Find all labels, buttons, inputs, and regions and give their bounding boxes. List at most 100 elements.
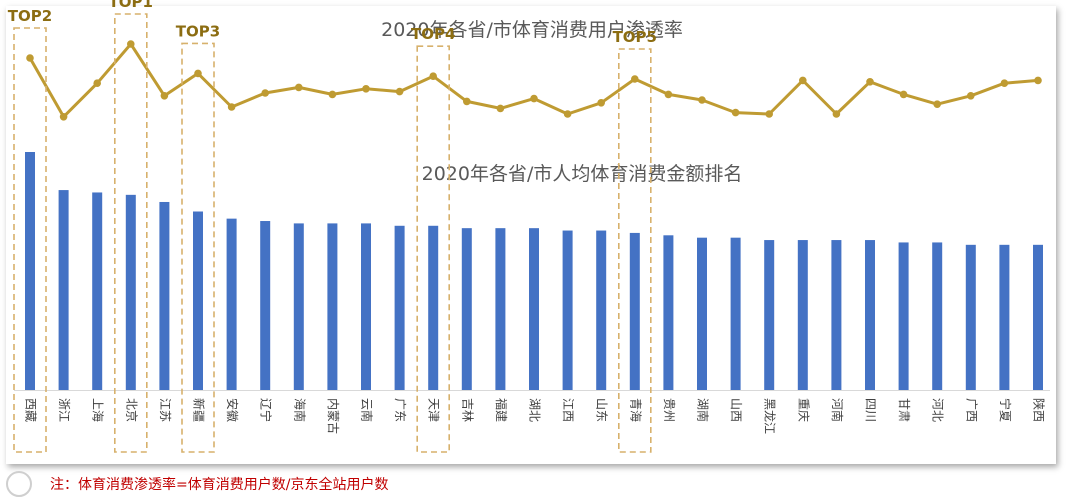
x-tick-label: 广西	[964, 398, 978, 422]
highlight-box-top5	[617, 48, 652, 453]
x-tick-label: 河北	[931, 398, 945, 422]
x-tick-label: 上海	[91, 398, 106, 422]
x-tick-label: 新疆	[192, 398, 207, 422]
line-point-甘肃	[899, 90, 908, 99]
line-point-新疆	[194, 69, 202, 78]
bar-湖南	[697, 237, 707, 390]
bar-广东	[394, 225, 405, 390]
top-label-top3: TOP3	[176, 22, 220, 40]
top-label-top5: TOP5	[613, 28, 657, 46]
footnote: 注：体育消费渗透率=体育消费用户数/京东全站用户数	[50, 477, 389, 493]
bar-江苏	[159, 201, 170, 390]
line-point-湖北	[530, 94, 538, 103]
line-point-山东	[597, 99, 605, 107]
x-tick-label: 内蒙古	[326, 398, 341, 434]
x-tick-label: 贵州	[662, 398, 676, 422]
bar-湖北	[529, 228, 539, 390]
line-point-河南	[832, 110, 841, 118]
bar-内蒙古	[327, 223, 338, 390]
x-tick-label: 湖北	[528, 398, 543, 422]
highlight-box-top1	[114, 13, 148, 453]
line-point-广东	[395, 87, 404, 96]
line-point-海南	[295, 83, 303, 92]
line-point-广西	[967, 92, 975, 100]
x-tick-label: 西藏	[24, 398, 38, 422]
highlight-box-top4	[416, 45, 451, 453]
bar-chart-title: 2020年各省/市人均体育消费金额排名	[422, 163, 743, 185]
top-label-top4: TOP4	[411, 25, 455, 43]
x-tick-label: 陕西	[1032, 398, 1047, 422]
bar-黑龙江	[764, 240, 775, 390]
x-tick-label: 宁夏	[998, 398, 1013, 422]
top-label-top2: TOP2	[8, 7, 52, 25]
bar-青海	[629, 232, 640, 390]
x-tick-label: 北京	[124, 398, 138, 422]
line-point-江苏	[160, 92, 169, 100]
line-chart-title: 2020年各省/市体育消费用户渗透率	[381, 19, 683, 41]
x-tick-label: 广东	[393, 398, 407, 422]
x-tick-label: 云南	[360, 398, 375, 422]
bar-河北	[932, 242, 943, 390]
x-tick-label: 安徽	[225, 398, 240, 422]
bar-海南	[293, 223, 304, 390]
bar-北京	[125, 194, 136, 390]
x-tick-label: 黑龙江	[763, 398, 777, 434]
line-point-山西	[731, 108, 740, 117]
highlight-box-top2	[13, 27, 47, 453]
x-tick-label: 重庆	[796, 398, 810, 422]
line-point-辽宁	[261, 89, 270, 97]
bar-安徽	[226, 218, 237, 390]
bar-甘肃	[898, 242, 909, 390]
line-point-上海	[93, 79, 101, 87]
bar-新疆	[193, 211, 203, 390]
line-point-河北	[933, 100, 941, 108]
line-point-宁夏	[1000, 79, 1009, 87]
bar-重庆	[797, 240, 808, 390]
bar-宁夏	[999, 244, 1010, 390]
line-point-北京	[127, 40, 135, 48]
x-tick-label: 浙江	[57, 398, 71, 422]
x-tick-label: 吉林	[460, 398, 474, 422]
x-tick-label: 福建	[494, 398, 509, 422]
bar-四川	[865, 240, 875, 390]
line-point-江西	[563, 110, 572, 118]
x-tick-label: 四川	[864, 398, 878, 422]
bar-天津	[428, 225, 439, 390]
bar-贵州	[663, 235, 674, 390]
bar-山东	[596, 230, 607, 390]
bar-河南	[831, 240, 842, 390]
bar-西藏	[25, 152, 35, 390]
bar-浙江	[58, 190, 69, 390]
bar-山西	[730, 237, 741, 390]
bar-福建	[495, 228, 506, 390]
bar-辽宁	[260, 221, 271, 390]
bar-陕西	[1033, 244, 1043, 390]
bar-广西	[965, 244, 976, 390]
bar-上海	[92, 192, 103, 390]
line-point-西藏	[26, 54, 34, 62]
x-tick-label: 辽宁	[259, 398, 274, 422]
line-point-内蒙古	[328, 90, 337, 99]
top-label-top1: TOP1	[109, 0, 153, 11]
x-tick-label: 海南	[292, 398, 307, 422]
watermark-logo	[6, 471, 32, 497]
line-point-陕西	[1034, 76, 1042, 85]
line-point-福建	[496, 104, 505, 113]
line-point-四川	[866, 78, 874, 86]
x-tick-label: 山西	[729, 398, 743, 422]
x-tick-label: 湖南	[696, 398, 711, 422]
bar-吉林	[461, 228, 472, 390]
bar-云南	[361, 223, 371, 390]
x-tick-label: 河南	[830, 398, 845, 422]
x-tick-label: 江西	[561, 398, 575, 422]
line-point-贵州	[664, 90, 673, 99]
line-point-安徽	[227, 103, 236, 111]
line-point-青海	[631, 75, 639, 83]
x-tick-label: 甘肃	[897, 398, 911, 422]
x-tick-label: 青海	[628, 398, 643, 422]
x-tick-label: 山东	[595, 398, 609, 422]
x-tick-label: 江苏	[158, 398, 172, 422]
highlight-box-top3	[181, 42, 215, 453]
line-point-浙江	[59, 113, 68, 121]
